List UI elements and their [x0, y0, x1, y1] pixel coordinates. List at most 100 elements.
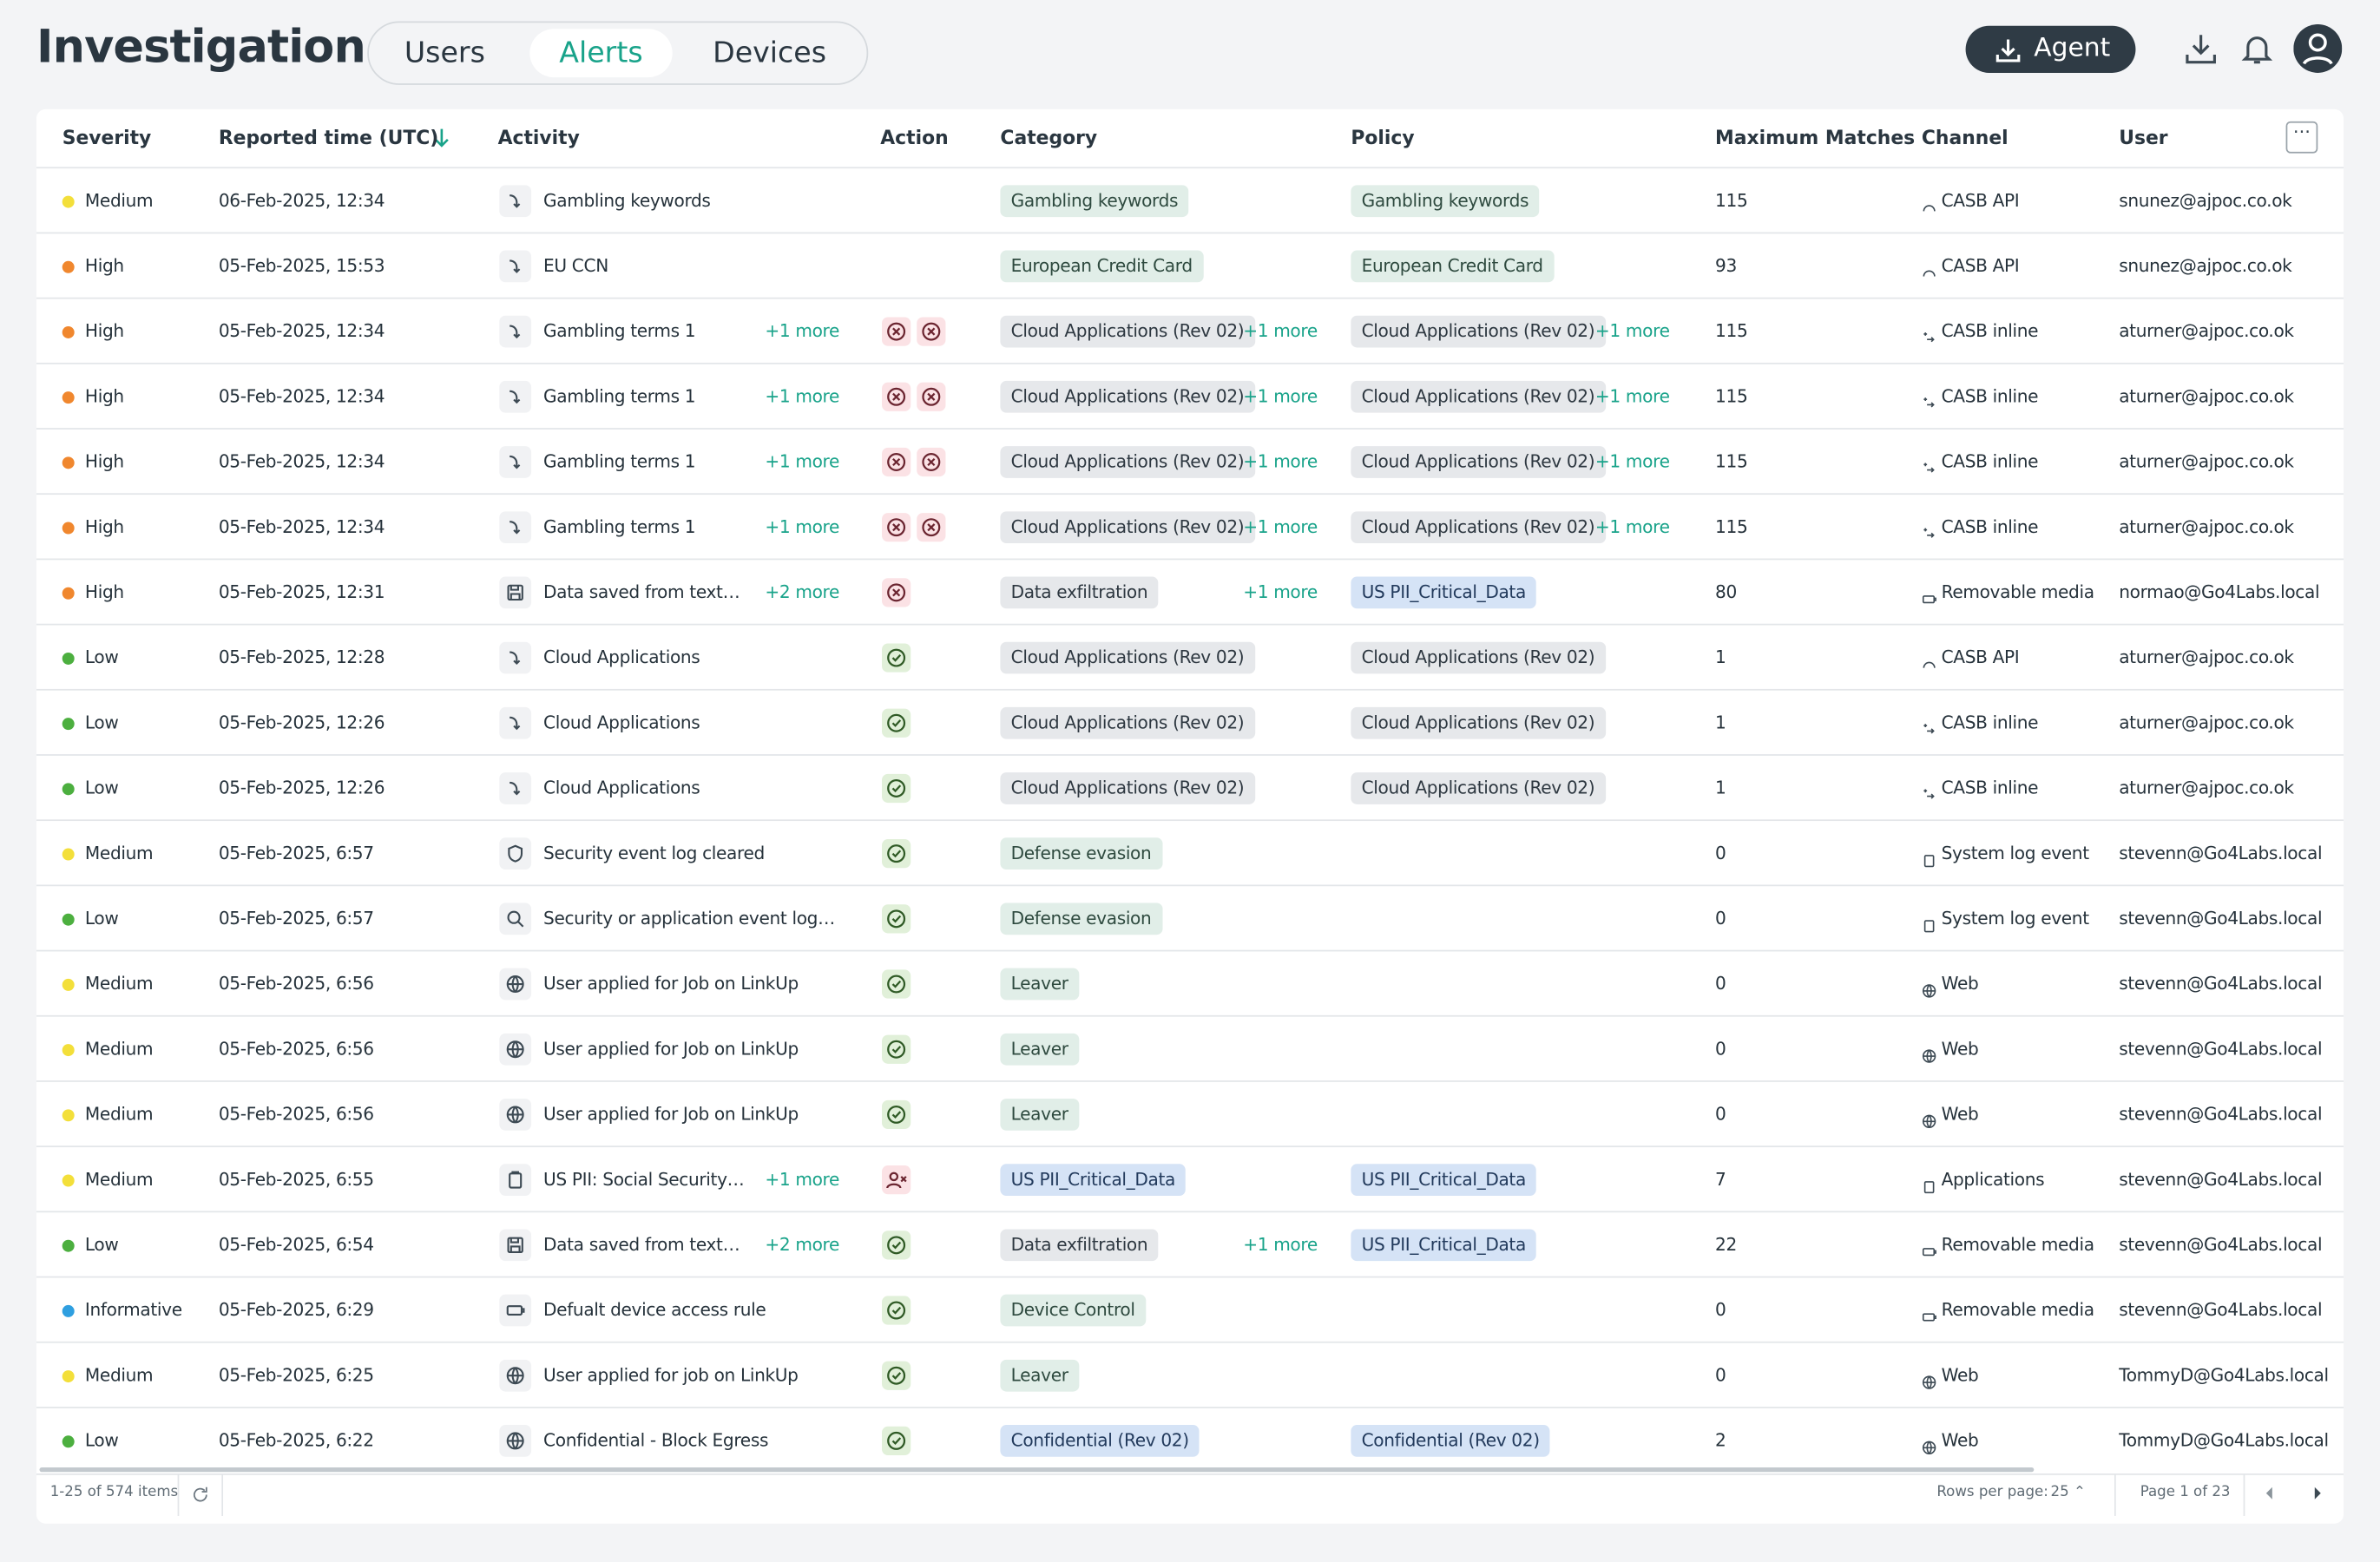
tab[interactable]: Alerts: [529, 29, 672, 77]
max-matches: 115: [1715, 430, 1747, 495]
table-row[interactable]: High05-Feb-2025, 15:53EU CCNEuropean Cre…: [36, 233, 2344, 299]
column-header[interactable]: User: [2119, 109, 2167, 167]
policy-tag: Cloud Applications (Rev 02): [1351, 511, 1605, 543]
table-row[interactable]: Medium05-Feb-2025, 6:56User applied for …: [36, 1080, 2344, 1147]
table-row[interactable]: High05-Feb-2025, 12:31Data saved from te…: [36, 559, 2344, 626]
category-more[interactable]: +1 more: [1243, 299, 1318, 364]
table-row[interactable]: Medium05-Feb-2025, 6:57Security event lo…: [36, 819, 2344, 886]
column-header[interactable]: Channel: [1922, 109, 2009, 167]
table-row[interactable]: Medium05-Feb-2025, 6:25User applied for …: [36, 1342, 2344, 1408]
category-more[interactable]: +1 more: [1243, 495, 1318, 560]
severity: Medium: [85, 1017, 153, 1082]
activity-more[interactable]: +2 more: [765, 560, 839, 625]
column-header[interactable]: Category: [1000, 109, 1097, 167]
table-row[interactable]: Low05-Feb-2025, 12:28Cloud ApplicationsC…: [36, 624, 2344, 691]
policy-more[interactable]: +1 more: [1595, 299, 1670, 364]
activity-more[interactable]: +1 more: [765, 364, 839, 430]
profile-avatar[interactable]: [2293, 24, 2342, 73]
action-icon: [882, 578, 911, 607]
action-icon: [917, 383, 945, 411]
severity: Low: [85, 1408, 119, 1473]
tab[interactable]: Users: [381, 29, 509, 77]
notifications-button[interactable]: [2240, 32, 2273, 65]
user: stevenn@Go4Labs.local: [2119, 1147, 2322, 1212]
rows-per-page-select[interactable]: 25 ⌃: [2051, 1484, 2086, 1500]
category-tag: Data exfiltration: [1000, 1229, 1158, 1261]
policy-more[interactable]: +1 more: [1595, 364, 1670, 430]
table-row[interactable]: Low05-Feb-2025, 12:26Cloud ApplicationsC…: [36, 754, 2344, 821]
channel-icon: [1922, 715, 1936, 744]
channel: CASB API: [1942, 625, 2020, 690]
activity: Gambling keywords: [543, 168, 711, 233]
activity-icon: [499, 837, 531, 870]
activity-more[interactable]: +2 more: [765, 1212, 839, 1277]
agent-button[interactable]: Agent: [1966, 26, 2136, 73]
action-icon: [882, 1100, 911, 1129]
severity-dot: [62, 653, 75, 665]
channel: CASB inline: [1942, 691, 2039, 756]
column-header[interactable]: Policy: [1351, 109, 1414, 167]
policy-tag: US PII_Critical_Data: [1351, 1164, 1536, 1196]
severity: Medium: [85, 821, 153, 886]
column-header[interactable]: Maximum Matches: [1715, 109, 1915, 167]
activity-more[interactable]: +1 more: [765, 495, 839, 560]
channel-icon: [1922, 910, 1936, 939]
activity-more[interactable]: +1 more: [765, 430, 839, 495]
download-button[interactable]: [2184, 32, 2217, 65]
column-header[interactable]: Action: [880, 109, 948, 167]
column-header[interactable]: Reported time (UTC): [219, 109, 438, 167]
activity-more[interactable]: +1 more: [765, 299, 839, 364]
severity-dot: [62, 914, 75, 926]
table-row[interactable]: High05-Feb-2025, 12:34Gambling terms 1+1…: [36, 428, 2344, 495]
reported-time: 05-Feb-2025, 12:26: [219, 756, 385, 821]
category-tag: Cloud Applications (Rev 02): [1000, 446, 1254, 478]
table-row[interactable]: Low05-Feb-2025, 6:22Confidential - Block…: [36, 1407, 2344, 1473]
severity: High: [85, 560, 124, 625]
table-row[interactable]: Medium05-Feb-2025, 6:56User applied for …: [36, 1015, 2344, 1082]
table-row[interactable]: High05-Feb-2025, 12:34Gambling terms 1+1…: [36, 363, 2344, 430]
category-tag: Leaver: [1000, 1099, 1078, 1131]
category-tag: Leaver: [1000, 1034, 1078, 1066]
table-row[interactable]: Low05-Feb-2025, 6:57Security or applicat…: [36, 885, 2344, 952]
category-tag: Cloud Applications (Rev 02): [1000, 772, 1254, 804]
channel: CASB inline: [1942, 364, 2039, 430]
refresh-button[interactable]: [178, 1473, 223, 1516]
category-tag: Defense evasion: [1000, 837, 1161, 870]
activity-more[interactable]: +1 more: [765, 1147, 839, 1212]
table-row[interactable]: Medium05-Feb-2025, 6:55US PII: Social Se…: [36, 1145, 2344, 1212]
user: stevenn@Go4Labs.local: [2119, 1277, 2322, 1342]
severity: High: [85, 495, 124, 560]
max-matches: 0: [1715, 1343, 1726, 1408]
table-row[interactable]: Low05-Feb-2025, 6:54Data saved from text…: [36, 1211, 2344, 1277]
activity-icon: [499, 185, 531, 217]
max-matches: 0: [1715, 886, 1726, 951]
table-row[interactable]: High05-Feb-2025, 12:34Gambling terms 1+1…: [36, 298, 2344, 364]
action-icon: [882, 643, 911, 672]
next-page[interactable]: [2311, 1486, 2324, 1500]
table-row[interactable]: Informative05-Feb-2025, 6:29Defualt devi…: [36, 1277, 2344, 1343]
table-row[interactable]: Medium05-Feb-2025, 6:56User applied for …: [36, 950, 2344, 1017]
activity-icon: [499, 316, 531, 348]
category-tag: Cloud Applications (Rev 02): [1000, 381, 1254, 413]
channel-icon: [1922, 1302, 1936, 1330]
column-menu[interactable]: ···: [2286, 121, 2318, 154]
max-matches: 115: [1715, 495, 1747, 560]
channel: CASB API: [1942, 168, 2020, 233]
tab[interactable]: Devices: [681, 29, 858, 77]
footer-divider: [36, 1473, 2344, 1475]
category-more[interactable]: +1 more: [1243, 1212, 1318, 1277]
column-header[interactable]: Severity: [62, 109, 152, 167]
table-row[interactable]: High05-Feb-2025, 12:34Gambling terms 1+1…: [36, 493, 2344, 560]
category-more[interactable]: +1 more: [1243, 560, 1318, 625]
severity-dot: [62, 391, 75, 404]
table-row[interactable]: Low05-Feb-2025, 12:26Cloud ApplicationsC…: [36, 689, 2344, 756]
max-matches: 115: [1715, 364, 1747, 430]
table-row[interactable]: Medium06-Feb-2025, 12:34Gambling keyword…: [36, 167, 2344, 233]
policy-more[interactable]: +1 more: [1595, 430, 1670, 495]
category-more[interactable]: +1 more: [1243, 430, 1318, 495]
category-more[interactable]: +1 more: [1243, 364, 1318, 430]
column-header[interactable]: Activity: [498, 109, 580, 167]
policy-more[interactable]: +1 more: [1595, 495, 1670, 560]
prev-page[interactable]: [2263, 1486, 2275, 1500]
reported-time: 05-Feb-2025, 6:55: [219, 1147, 374, 1212]
